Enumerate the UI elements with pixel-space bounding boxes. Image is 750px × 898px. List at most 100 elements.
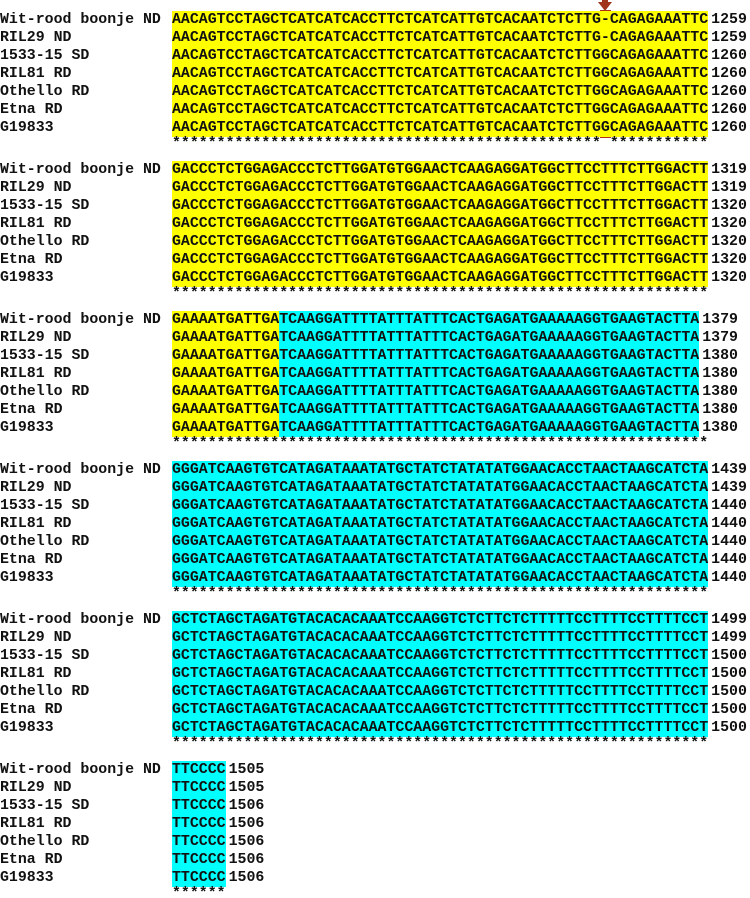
sequence-name: Wit-rood boonje ND <box>0 612 161 628</box>
consensus-line: ****************************************… <box>172 436 709 452</box>
sequence: GCTCTAGCTAGATGTACACACAAATCCAAGGTCTCTTCTC… <box>172 629 747 647</box>
position-number: 1319 <box>711 179 747 197</box>
sequence-segment: TTCCCC <box>172 833 226 851</box>
sequence-segment: CAGAGAAATTC <box>609 101 709 119</box>
sequence-name: Othello RD <box>0 684 90 700</box>
sequence: GACCCTCTGGAGACCCTCTTGGATGTGGAACTCAAGAGGA… <box>172 269 747 287</box>
sequence-name: RIL29 ND <box>0 630 72 646</box>
position-number: 1506 <box>228 851 265 869</box>
alignment-row: G19833 GAAAATGATTGATCAAGGATTTTATTTATTTCAC… <box>0 419 750 437</box>
sequence-name: RIL81 RD <box>0 366 72 382</box>
consensus-line: ****************************************… <box>172 736 709 752</box>
sequence-name: RIL29 ND <box>0 780 72 796</box>
alignment-row: Othello RD GACCCTCTGGAGACCCTCTTGGATGTGGAA… <box>0 233 750 251</box>
sequence-segment: GACCCTCTGGAGACCCTCTTGGATGTGGAACTCAAGAGGA… <box>172 233 709 251</box>
alignment-row: RIL29 ND GACCCTCTGGAGACCCTCTTGGATGTGGAACT… <box>0 179 750 197</box>
alignment-row: RIL29 ND AACAGTCCTAGCTCATCATCACCTTCTCATCA… <box>0 29 750 47</box>
sequence-name: Etna RD <box>0 552 63 568</box>
sequence: AACAGTCCTAGCTCATCATCACCTTCTCATCATTGTCACA… <box>172 119 747 137</box>
sequence-name: Etna RD <box>0 852 63 868</box>
sequence-name: Othello RD <box>0 534 90 550</box>
sequence: GCTCTAGCTAGATGTACACACAAATCCAAGGTCTCTTCTC… <box>172 719 747 737</box>
position-number: 1380 <box>702 365 738 383</box>
sequence: AACAGTCCTAGCTCATCATCACCTTCTCATCATTGTCACA… <box>172 83 747 101</box>
sequence-segment: GACCCTCTGGAGACCCTCTTGGATGTGGAACTCAAGAGGA… <box>172 269 709 287</box>
position-number: 1259 <box>711 11 747 29</box>
sequence-segment: GAAAATGATTGA <box>172 401 280 419</box>
sequence-segment: GACCCTCTGGAGACCCTCTTGGATGTGGAACTCAAGAGGA… <box>172 179 709 197</box>
alignment-row: RIL29 ND TTCCCC 1505 <box>0 779 750 797</box>
sequence: AACAGTCCTAGCTCATCATCACCTTCTCATCATTGTCACA… <box>172 29 747 47</box>
position-number: 1440 <box>711 533 747 551</box>
sequence: GACCCTCTGGAGACCCTCTTGGATGTGGAACTCAAGAGGA… <box>172 215 747 233</box>
position-number: 1260 <box>711 47 747 65</box>
sequence: GCTCTAGCTAGATGTACACACAAATCCAAGGTCTCTTCTC… <box>172 611 747 629</box>
alignment-row: 1533-15 SD GGGATCAAGTGTCATAGATAAATATGCTAT… <box>0 497 750 515</box>
position-number: 1439 <box>711 461 747 479</box>
sequence: GAAAATGATTGATCAAGGATTTTATTTATTTCACTGAGAT… <box>172 347 738 365</box>
sequence-name: RIL29 ND <box>0 330 72 346</box>
sequence-segment: TCAAGGATTTTATTTATTTCACTGAGATGAAAAAGGTGAA… <box>279 365 700 383</box>
sequence-name: Othello RD <box>0 234 90 250</box>
position-number: 1440 <box>711 497 747 515</box>
sequence-name: RIL81 RD <box>0 66 72 82</box>
sequence: GAAAATGATTGATCAAGGATTTTATTTATTTCACTGAGAT… <box>172 401 738 419</box>
sequence-segment: GCTCTAGCTAGATGTACACACAAATCCAAGGTCTCTTCTC… <box>172 629 709 647</box>
sequence: GAAAATGATTGATCAAGGATTTTATTTATTTCACTGAGAT… <box>172 329 738 347</box>
sequence-segment: GGGATCAAGTGTCATAGATAAATATGCTATCTATATATGG… <box>172 551 709 569</box>
alignment-row: Wit-rood boonje ND GGGATCAAGTGTCATAGATAAA… <box>0 461 750 479</box>
sequence-segment: GCTCTAGCTAGATGTACACACAAATCCAAGGTCTCTTCTC… <box>172 683 709 701</box>
sequence-name: Othello RD <box>0 384 90 400</box>
sequence-name: Wit-rood boonje ND <box>0 762 161 778</box>
alignment-row: Etna RD AACAGTCCTAGCTCATCATCACCTTCTCATCAT… <box>0 101 750 119</box>
position-number: 1440 <box>711 515 747 533</box>
sequence: TTCCCC 1506 <box>172 833 265 851</box>
position-number: 1380 <box>702 383 738 401</box>
sequence-segment: GGGATCAAGTGTCATAGATAAATATGCTATCTATATATGG… <box>172 497 709 515</box>
alignment-row: Etna RD GACCCTCTGGAGACCCTCTTGGATGTGGAACTC… <box>0 251 750 269</box>
sequence-name: RIL81 RD <box>0 816 72 832</box>
sequence-name: G19833 <box>0 720 54 736</box>
sequence-name: Etna RD <box>0 252 63 268</box>
alignment-row: Othello RD GCTCTAGCTAGATGTACACACAAATCCAAG… <box>0 683 750 701</box>
position-number: 1500 <box>711 647 747 665</box>
sequence-segment: CAGAGAAATTC <box>609 11 709 29</box>
sequence-segment: TCAAGGATTTTATTTATTTCACTGAGATGAAAAAGGTGAA… <box>279 329 700 347</box>
sequence-name: G19833 <box>0 270 54 286</box>
alignment-row: Wit-rood boonje ND TTCCCC 1505 <box>0 761 750 779</box>
sequence-segment: GACCCTCTGGAGACCCTCTTGGATGTGGAACTCAAGAGGA… <box>172 161 709 179</box>
sequence-segment: GAAAATGATTGA <box>172 365 280 383</box>
sequence: GGGATCAAGTGTCATAGATAAATATGCTATCTATATATGG… <box>172 461 747 479</box>
sequence-segment: AACAGTCCTAGCTCATCATCACCTTCTCATCATTGTCACA… <box>172 101 601 119</box>
sequence: AACAGTCCTAGCTCATCATCACCTTCTCATCATTGTCACA… <box>172 65 747 83</box>
sequence-name: RIL29 ND <box>0 480 72 496</box>
sequence-name: RIL81 RD <box>0 516 72 532</box>
sequence-segment: TCAAGGATTTTATTTATTTCACTGAGATGAAAAAGGTGAA… <box>279 401 700 419</box>
alignment-row: Wit-rood boonje ND GAAAATGATTGATCAAGGATTT… <box>0 311 750 329</box>
alignment-row: RIL29 ND GGGATCAAGTGTCATAGATAAATATGCTATCT… <box>0 479 750 497</box>
sequence-segment: GAAAATGATTGA <box>172 329 280 347</box>
sequence: GGGATCAAGTGTCATAGATAAATATGCTATCTATATATGG… <box>172 533 747 551</box>
consensus-line: ****** <box>172 886 226 898</box>
sequence: GACCCTCTGGAGACCCTCTTGGATGTGGAACTCAAGAGGA… <box>172 233 747 251</box>
position-number: 1379 <box>702 311 738 329</box>
position-number: 1506 <box>228 815 265 833</box>
sequence-segment: GACCCTCTGGAGACCCTCTTGGATGTGGAACTCAAGAGGA… <box>172 251 709 269</box>
sequence: GGGATCAAGTGTCATAGATAAATATGCTATCTATATATGG… <box>172 497 747 515</box>
sequence-segment: CAGAGAAATTC <box>609 65 709 83</box>
sequence-segment: GAAAATGATTGA <box>172 383 280 401</box>
sequence-segment: GACCCTCTGGAGACCCTCTTGGATGTGGAACTCAAGAGGA… <box>172 215 709 233</box>
alignment-row: Etna RD TTCCCC 1506 <box>0 851 750 869</box>
alignment-row: Wit-rood boonje ND AACAGTCCTAGCTCATCATCAC… <box>0 11 750 29</box>
position-number: 1505 <box>228 761 265 779</box>
sequence: GGGATCAAGTGTCATAGATAAATATGCTATCTATATATGG… <box>172 479 747 497</box>
sequence-segment: TTCCCC <box>172 797 226 815</box>
sequence-segment: GAAAATGATTGA <box>172 311 280 329</box>
sequence-segment: GGGATCAAGTGTCATAGATAAATATGCTATCTATATATGG… <box>172 461 709 479</box>
sequence-segment: G <box>600 101 610 119</box>
sequence: GCTCTAGCTAGATGTACACACAAATCCAAGGTCTCTTCTC… <box>172 683 747 701</box>
sequence: GAAAATGATTGATCAAGGATTTTATTTATTTCACTGAGAT… <box>172 383 738 401</box>
sequence-segment: G <box>600 119 610 137</box>
sequence-name: RIL29 ND <box>0 30 72 46</box>
